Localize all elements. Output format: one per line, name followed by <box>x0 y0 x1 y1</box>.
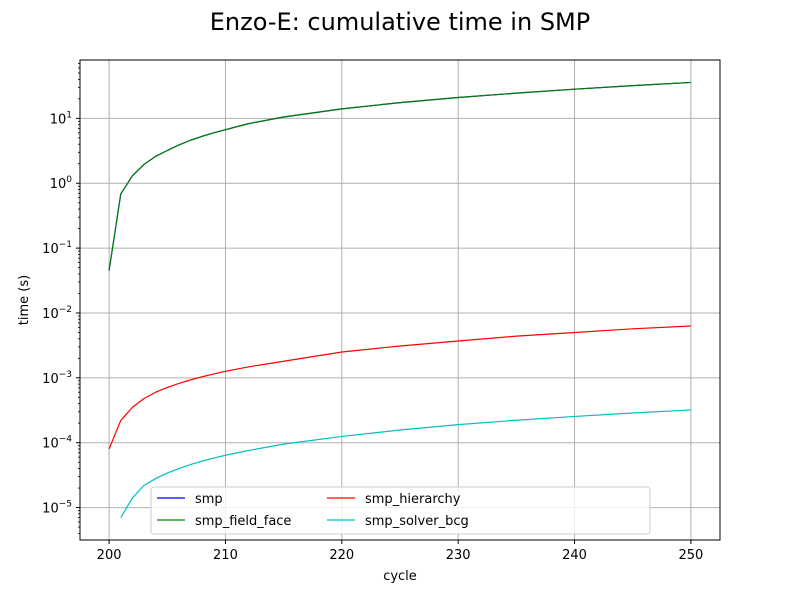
y-tick-base: 10 <box>50 112 67 127</box>
series-lines <box>108 81 691 518</box>
y-tick-label: 101 <box>50 110 72 127</box>
x-tick-label: 230 <box>446 548 471 563</box>
y-tick-exponent: −1 <box>59 240 72 250</box>
y-axis-label: time (s) <box>17 275 32 325</box>
y-tick-base: 10 <box>50 177 67 192</box>
x-tick-label: 240 <box>562 548 587 563</box>
x-tick-label: 250 <box>678 548 703 563</box>
legend-label: smp_field_face <box>195 514 291 529</box>
y-tick-label: 10−2 <box>42 305 72 322</box>
legend: smp smp_field_face smp_hierarchy smp_solver… <box>150 486 651 535</box>
y-tick-base: 10 <box>42 307 59 322</box>
y-tick-base: 10 <box>42 242 59 257</box>
y-tick-base: 10 <box>42 437 59 452</box>
y-tick-label: 10−5 <box>42 500 72 517</box>
legend-box <box>150 486 651 535</box>
y-tick-exponent: 0 <box>66 175 72 185</box>
series-line-smp-solver-bcg <box>120 409 691 518</box>
y-tick-exponent: −5 <box>59 500 72 510</box>
series-line-smp <box>108 81 691 271</box>
grid <box>80 60 720 540</box>
legend-label: smp_hierarchy <box>365 492 461 507</box>
legend-label: smp <box>195 492 223 507</box>
x-tick-label: 210 <box>213 548 238 563</box>
chart-title: Enzo-E: cumulative time in SMP <box>210 8 590 36</box>
y-tick-label: 10−1 <box>42 240 72 257</box>
x-axis: 200 210 220 230 240 250 <box>97 540 703 563</box>
plot-frame <box>79 59 721 541</box>
y-tick-exponent: −3 <box>59 370 72 380</box>
y-tick-label: 10−3 <box>42 370 72 387</box>
y-tick-exponent: 1 <box>66 110 72 120</box>
y-tick-label: 10−4 <box>42 435 72 452</box>
series-line-smp-hierarchy <box>108 325 691 450</box>
x-axis-label: cycle <box>383 569 417 584</box>
series-line-smp-field-face <box>108 81 691 271</box>
y-tick-base: 10 <box>42 372 59 387</box>
legend-label: smp_solver_bcg <box>365 514 469 529</box>
y-tick-exponent: −4 <box>59 435 73 445</box>
x-tick-label: 200 <box>97 548 122 563</box>
y-tick-base: 10 <box>42 502 59 517</box>
y-tick-label: 100 <box>50 175 73 192</box>
x-tick-label: 220 <box>329 548 354 563</box>
y-tick-exponent: −2 <box>59 305 72 315</box>
